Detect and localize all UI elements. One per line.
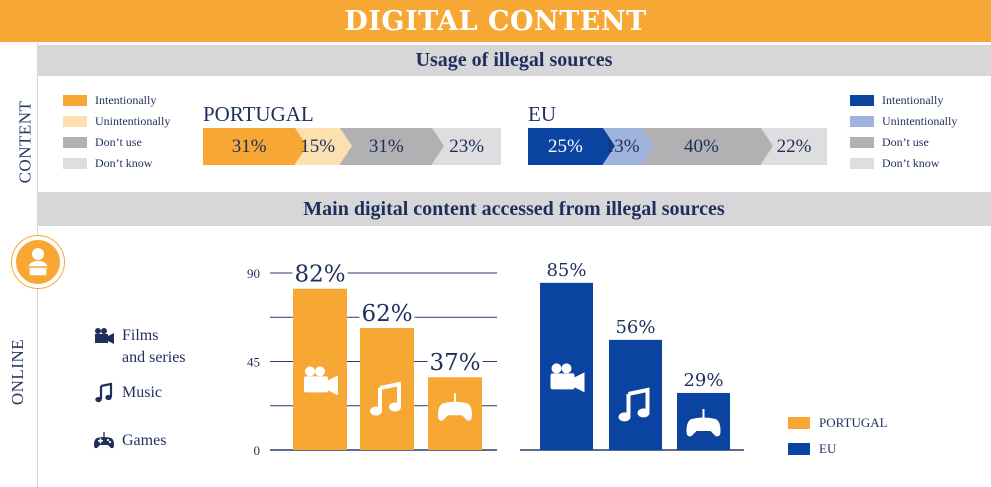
eu-legend-swatch <box>850 95 874 106</box>
camera-icon <box>550 363 585 393</box>
portugal-legend-label: Don’t know <box>95 156 153 170</box>
portugal-segment-label: 31% <box>368 135 404 157</box>
label-backing <box>427 351 483 376</box>
legend-portugal-label: PORTUGAL <box>819 415 888 430</box>
eu-legend-swatch <box>850 158 874 169</box>
legend-music-label: Music <box>122 384 162 401</box>
legend-portugal: Intentionally Unintentionally Don’t use Don… <box>63 90 170 174</box>
eu-segment: 40% <box>641 128 774 165</box>
eu-usage-bar: 25% 13% 40% 22% <box>528 128 827 165</box>
portugal-legend-label: Unintentionally <box>95 114 171 128</box>
legend-item-music: Music <box>93 382 213 404</box>
legend-eu: Intentionally Unintentionally Don’t use Don… <box>850 90 957 174</box>
portugal-segment-label: 15% <box>300 135 336 157</box>
user-laptop-icon <box>12 236 64 288</box>
legend-item-eu: EU <box>788 441 836 457</box>
portugal-segment: 31% <box>203 128 308 165</box>
eu-title: EU <box>528 102 556 126</box>
eu-legend-swatch <box>850 137 874 148</box>
eu-bar-value-label: 85% <box>546 260 586 281</box>
legend-films-line2: and series <box>122 349 186 366</box>
eu-segment-arrow <box>761 128 774 164</box>
legend-item-films: Films and series <box>93 325 213 369</box>
portugal-segment-label: 23% <box>449 135 485 157</box>
portugal-segment-label: 31% <box>231 135 267 157</box>
portugal-segment-arrow <box>432 128 445 164</box>
portugal-legend-item: Don’t use <box>63 132 170 153</box>
gamepad-icon <box>438 393 472 421</box>
eu-segment-arrow <box>641 128 654 164</box>
eu-legend-label: Don’t know <box>882 156 940 170</box>
music-note-icon <box>618 387 650 422</box>
legend-item-games: Games <box>93 430 213 452</box>
section-content-header: Main digital content accessed from illeg… <box>37 192 991 226</box>
portugal-legend-swatch <box>63 116 87 127</box>
eu-segment: 25% <box>528 128 615 165</box>
eu-legend-item: Don’t use <box>850 132 957 153</box>
portugal-segment-arrow <box>340 128 353 164</box>
legend-item-portugal: PORTUGAL <box>788 415 888 431</box>
page-title: DIGITAL CONTENT <box>344 5 647 37</box>
eu-bar <box>609 339 662 450</box>
eu-legend-item: Unintentionally <box>850 111 957 132</box>
camera-icon <box>95 328 114 344</box>
eu-bar-value-label: 29% <box>683 370 723 391</box>
section-usage-title: Usage of illegal sources <box>415 49 613 71</box>
eu-legend-item: Intentionally <box>850 90 957 111</box>
portugal-bar-value-label: 62% <box>361 301 412 327</box>
eu-segment-label: 22% <box>776 135 812 157</box>
portugal-usage-bar: 31% 15% 31% 23% <box>203 128 501 165</box>
eu-legend-item: Don’t know <box>850 153 957 174</box>
portugal-legend-item: Unintentionally <box>63 111 170 132</box>
portugal-legend-swatch <box>63 95 87 106</box>
legend-films-line1: Films <box>122 327 159 344</box>
label-backing <box>292 262 348 287</box>
section-content-title: Main digital content accessed from illeg… <box>303 197 725 220</box>
portugal-legend-swatch <box>63 158 87 169</box>
eu-segment-label: 40% <box>683 135 719 157</box>
music-note-icon <box>95 382 113 403</box>
y-tick-label: 0 <box>254 443 261 458</box>
portugal-swatch <box>788 417 810 429</box>
portugal-bar-value-label: 37% <box>429 350 480 376</box>
portugal-legend-swatch <box>63 137 87 148</box>
music-note-icon <box>370 381 401 416</box>
eu-bar-value-label: 56% <box>615 317 655 338</box>
portugal-legend-label: Don’t use <box>95 135 142 149</box>
header-banner: DIGITAL CONTENT <box>0 0 991 42</box>
camera-icon <box>304 366 338 396</box>
legend-games-label: Games <box>122 432 167 449</box>
portugal-segment: 31% <box>340 128 445 165</box>
portugal-segment-arrow <box>295 128 308 164</box>
eu-segment-arrow <box>602 128 615 164</box>
portugal-legend-item: Don’t know <box>63 153 170 174</box>
portugal-legend-item: Intentionally <box>63 90 170 111</box>
y-tick-label: 90 <box>247 266 260 281</box>
portugal-bar-value-label: 82% <box>294 262 345 288</box>
portugal-title: PORTUGAL <box>203 102 314 126</box>
portugal-legend-label: Intentionally <box>95 93 157 107</box>
legend-eu-label: EU <box>819 441 837 456</box>
eu-swatch <box>788 443 810 455</box>
gamepad-icon <box>94 432 114 449</box>
eu-legend-swatch <box>850 116 874 127</box>
y-tick-label: 45 <box>247 355 260 370</box>
eu-segment-label: 13% <box>604 135 640 157</box>
label-backing <box>359 302 415 327</box>
gamepad-icon <box>686 408 721 437</box>
portugal-bar <box>360 328 414 450</box>
eu-segment-label: 25% <box>547 135 583 157</box>
eu-legend-label: Intentionally <box>882 93 944 107</box>
section-usage-header: Usage of illegal sources <box>37 45 991 76</box>
eu-legend-label: Don’t use <box>882 135 929 149</box>
eu-legend-label: Unintentionally <box>882 114 958 128</box>
